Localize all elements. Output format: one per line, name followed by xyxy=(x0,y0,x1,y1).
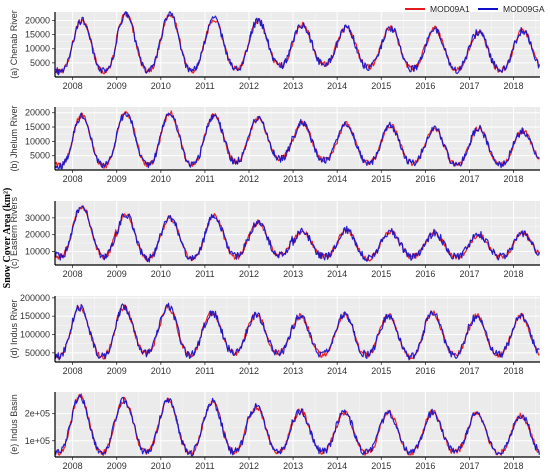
x-tick-label: 2016 xyxy=(415,366,435,376)
y-tick-label: 200000 xyxy=(20,293,50,303)
x-tick-label: 2014 xyxy=(327,269,347,279)
x-tick-label: 2013 xyxy=(283,269,303,279)
global-y-label: Snow Cover Area (km²) xyxy=(2,188,13,289)
y-tick-label: 20000 xyxy=(25,108,50,118)
x-tick-label: 2016 xyxy=(415,269,435,279)
panel-label: (b) Jhelum River xyxy=(9,105,19,171)
series-line-mod09ga xyxy=(54,205,540,263)
y-tick-label: 20000 xyxy=(25,230,50,240)
y-tick-label: 10000 xyxy=(25,44,50,54)
x-tick-label: 2008 xyxy=(63,269,83,279)
x-tick-label: 2015 xyxy=(371,174,391,184)
x-tick-label: 2008 xyxy=(63,366,83,376)
legend-label-mod09ga: MOD09GA xyxy=(503,4,545,14)
x-tick-label: 2012 xyxy=(239,366,259,376)
x-tick-label: 2011 xyxy=(195,81,214,91)
x-tick-label: 2013 xyxy=(283,461,303,471)
panel-label: (a) Chenab River xyxy=(9,10,19,79)
x-tick-label: 2009 xyxy=(107,81,127,91)
y-tick-label: 10000 xyxy=(25,247,50,257)
x-tick-label: 2017 xyxy=(459,174,479,184)
y-tick-label: 10000 xyxy=(25,136,50,146)
y-tick-label: 1e+05 xyxy=(25,436,50,446)
plot-background xyxy=(55,12,540,77)
x-tick-label: 2011 xyxy=(195,174,214,184)
x-tick-label: 2008 xyxy=(63,174,83,184)
x-tick-label: 2015 xyxy=(371,366,391,376)
x-tick-label: 2017 xyxy=(459,461,479,471)
x-tick-label: 2018 xyxy=(504,461,524,471)
x-tick-label: 2016 xyxy=(415,81,435,91)
series-line-mod09ga xyxy=(55,11,540,76)
y-tick-label: 150000 xyxy=(20,311,50,321)
x-tick-label: 2018 xyxy=(504,269,524,279)
series-line-mod09a1 xyxy=(54,304,540,360)
x-tick-label: 2012 xyxy=(239,174,259,184)
x-tick-label: 2008 xyxy=(63,461,83,471)
series-line-mod09ga xyxy=(54,302,540,361)
x-tick-label: 2017 xyxy=(459,81,479,91)
panel-label: (e) Indus Basin xyxy=(9,394,19,455)
y-tick-label: 15000 xyxy=(25,122,50,132)
y-tick-label: 5000 xyxy=(30,58,50,68)
x-tick-label: 2009 xyxy=(107,461,127,471)
x-tick-label: 2015 xyxy=(371,81,391,91)
x-tick-label: 2016 xyxy=(415,174,435,184)
x-tick-label: 2012 xyxy=(239,461,259,471)
x-tick-label: 2018 xyxy=(504,81,524,91)
y-tick-label: 50000 xyxy=(25,348,50,358)
panel-5: 2008 2009 2010 2011 2012 2013 2014 2015 2016 2017… xyxy=(9,392,540,471)
x-tick-label: 2014 xyxy=(327,461,347,471)
y-tick-label: 30000 xyxy=(25,213,50,223)
x-tick-label: 2010 xyxy=(151,174,171,184)
x-tick-label: 2018 xyxy=(504,174,524,184)
panel-3: 2008 2009 2010 2011 2012 2013 2014 2015 2016 2017… xyxy=(9,196,540,279)
x-tick-label: 2015 xyxy=(371,269,391,279)
y-tick-label: 20000 xyxy=(25,15,50,25)
x-tick-label: 2018 xyxy=(504,366,524,376)
x-tick-label: 2010 xyxy=(151,461,171,471)
x-tick-label: 2008 xyxy=(63,81,83,91)
x-tick-label: 2017 xyxy=(459,269,479,279)
x-tick-label: 2013 xyxy=(283,366,303,376)
x-tick-label: 2014 xyxy=(327,81,347,91)
series-line-mod09ga xyxy=(54,112,540,170)
y-tick-label: 100000 xyxy=(20,330,50,340)
panel-label: (c) Eastern Rivers xyxy=(9,196,19,269)
panel-4: 2008 2009 2010 2011 2012 2013 2014 2015 2016 2017… xyxy=(9,293,540,376)
y-tick-label: 5000 xyxy=(30,151,50,161)
x-tick-label: 2010 xyxy=(151,81,171,91)
panel-1: 2008 2009 2010 2011 2012 2013 2014 2015 2016 2017… xyxy=(9,10,540,91)
y-tick-label: 15000 xyxy=(25,30,50,40)
x-tick-label: 2011 xyxy=(195,269,214,279)
x-tick-label: 2012 xyxy=(239,81,259,91)
x-tick-label: 2013 xyxy=(283,81,303,91)
x-tick-label: 2011 xyxy=(195,461,214,471)
legend-label-mod09a1: MOD09A1 xyxy=(430,4,470,14)
x-tick-label: 2010 xyxy=(151,269,171,279)
x-tick-label: 2016 xyxy=(415,461,435,471)
x-tick-label: 2009 xyxy=(107,269,127,279)
panel-2: 2008 2009 2010 2011 2012 2013 2014 2015 2016 2017… xyxy=(9,105,540,184)
x-tick-label: 2014 xyxy=(327,366,347,376)
x-tick-label: 2012 xyxy=(239,269,259,279)
x-tick-label: 2009 xyxy=(107,174,127,184)
x-tick-label: 2009 xyxy=(107,366,127,376)
x-tick-label: 2013 xyxy=(283,174,303,184)
panels: 2008 2009 2010 2011 2012 2013 2014 2015 2016 2017… xyxy=(9,10,540,471)
panel-label: (d) Indus River xyxy=(9,299,19,358)
x-tick-label: 2011 xyxy=(195,366,214,376)
series-line-mod09ga xyxy=(54,394,540,457)
x-tick-label: 2015 xyxy=(371,461,391,471)
y-tick-label: 2e+05 xyxy=(25,409,50,419)
legend: MOD09A1 MOD09GA xyxy=(405,4,545,14)
x-tick-label: 2014 xyxy=(327,174,347,184)
x-tick-label: 2017 xyxy=(459,366,479,376)
x-tick-label: 2010 xyxy=(151,366,171,376)
